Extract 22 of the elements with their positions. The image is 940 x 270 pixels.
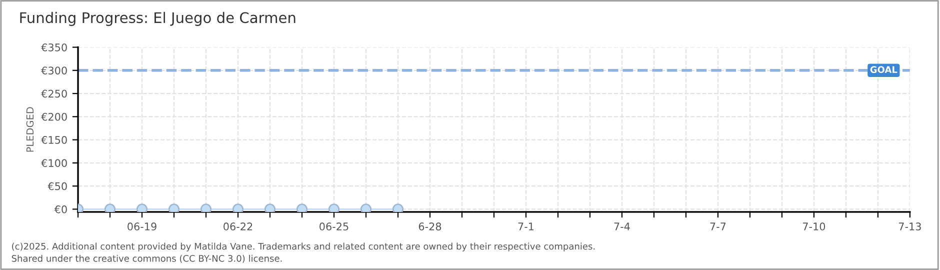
x-tick-label: 6-28 [418,222,442,230]
x-tick-label: 7-7 [710,222,726,230]
text: (c)2025. Additional content provided by Matilda Vane. Trademarks and related content are owned by their respective companies. [12,242,595,252]
chart-title: Funding Progress: El Juego de Carmen [20,12,296,26]
x-tick-label: 7-4 [614,222,630,230]
y-tick-label: €150 [41,136,67,144]
y-tick-label: €350 [41,43,67,52]
x-tick-label: 7-10 [802,222,826,230]
x-tick-label: 06-22 [224,222,252,230]
y-axis-title: PLEDGED [26,107,34,152]
text: Shared under the creative commons (CC BY-NC 3.0) license. [12,254,282,263]
x-tick-label: 06-19 [128,222,156,230]
x-tick-label: 7-1 [518,222,534,230]
y-tick-label: €250 [41,90,67,98]
ref-line-label: GOAL [870,66,898,73]
y-tick-label: €100 [41,159,67,168]
y-tick-label: €200 [41,112,67,121]
y-tick-label: €0 [54,205,67,214]
y-tick-label: €50 [48,182,67,190]
y-tick-label: €300 [41,66,67,74]
x-tick-label: 06-25 [320,222,348,230]
x-tick-label: 7-13 [898,222,921,230]
